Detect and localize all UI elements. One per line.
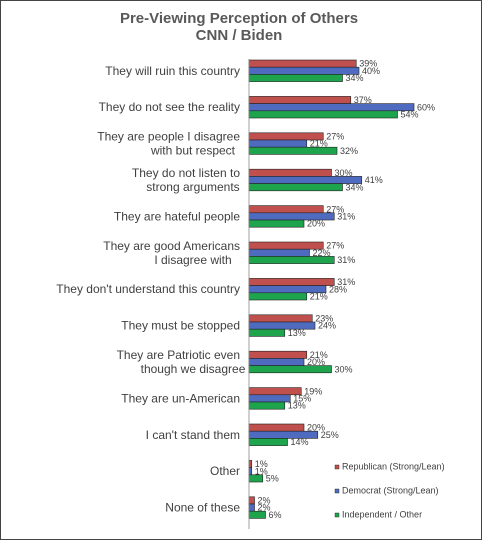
data-label: 13% (288, 328, 306, 338)
data-label: 27% (326, 241, 344, 251)
data-label: 30% (335, 168, 353, 178)
chart-subtitle: CNN / Biden (196, 27, 283, 44)
data-label: 32% (340, 146, 358, 156)
data-label: 31% (337, 255, 355, 265)
data-label: 39% (359, 59, 377, 69)
data-label: 6% (269, 510, 282, 520)
category-label: They do not listen to strong arguments (132, 166, 240, 194)
data-label: 27% (326, 132, 344, 142)
category-label: They are hateful people (114, 209, 240, 223)
data-label: 15% (293, 394, 311, 404)
data-label: 20% (307, 219, 325, 229)
bar (248, 205, 324, 214)
data-label: 34% (346, 73, 364, 83)
category-label: They are good Americans I disagree with (103, 239, 240, 267)
category-label: They are people I disagree with but respe… (97, 130, 240, 158)
legend-swatch (334, 464, 340, 470)
legend-entry: Republican (Strong/Lean) (342, 462, 445, 472)
category-label: They don't understand this country (56, 282, 240, 296)
bar (248, 460, 253, 468)
data-label: 21% (310, 350, 328, 360)
category-label: They will ruin this country (105, 64, 240, 78)
bar (248, 103, 415, 112)
bar (248, 168, 332, 177)
bar (248, 278, 335, 286)
data-label: 27% (326, 204, 344, 214)
category-labels: They will ruin this country They do not s… (56, 64, 245, 515)
data-label: 31% (337, 212, 355, 222)
bar (248, 66, 360, 75)
category-label: They are un-American (121, 391, 240, 405)
data-label: 30% (335, 364, 353, 374)
chart-title: Pre-Viewing Perception of Others (120, 10, 358, 27)
bar (248, 59, 357, 68)
data-label: 20% (307, 423, 325, 433)
category-label: None of these (165, 501, 240, 515)
data-label: 25% (321, 430, 339, 440)
data-label: 14% (291, 437, 309, 447)
bar (248, 401, 286, 410)
data-label: 37% (354, 95, 372, 105)
data-label: 23% (315, 314, 333, 324)
bar (248, 467, 253, 476)
data-label: 54% (401, 110, 419, 120)
data-label: 20% (307, 357, 325, 367)
data-label: 24% (318, 321, 336, 331)
bar (248, 503, 255, 512)
bar (248, 394, 291, 403)
category-label: They are Patriotic even though we disagre… (117, 348, 246, 376)
legend-swatch (334, 488, 340, 494)
data-label: 31% (337, 277, 355, 287)
bar (248, 423, 305, 432)
data-label: 21% (310, 139, 328, 149)
data-label: 5% (266, 474, 279, 484)
data-label: 21% (310, 292, 328, 302)
bar (248, 350, 308, 359)
bar (248, 328, 286, 337)
legend: Republican (Strong/Lean) Democrat (Strong… (334, 462, 445, 520)
data-label: 2% (258, 503, 271, 513)
bar (248, 219, 305, 228)
data-label: 1% (255, 459, 268, 469)
data-label: 2% (258, 496, 271, 506)
data-label: 13% (288, 401, 306, 411)
legend-entry: Democrat (Strong/Lean) (342, 486, 439, 496)
data-label: 34% (346, 182, 364, 192)
category-label: I can't stand them (146, 428, 240, 442)
legend-entry: Independent / Other (342, 510, 422, 520)
bar (248, 96, 352, 104)
bar (248, 74, 343, 82)
data-label: 19% (304, 386, 322, 396)
bar (248, 183, 343, 192)
data-label: 40% (362, 66, 380, 76)
bar (248, 438, 288, 446)
category-label: They must be stopped (121, 319, 240, 333)
data-label: 41% (365, 175, 383, 185)
data-label: 1% (255, 466, 268, 476)
data-label: 60% (417, 102, 435, 112)
category-label: They do not see the reality (99, 100, 240, 114)
bar (248, 496, 255, 505)
bar (248, 110, 398, 119)
data-label: 28% (329, 284, 347, 294)
value-labels: 39%40%34%37%60%54%27%21%32%30%41%34%27%3… (255, 59, 435, 520)
bar (248, 292, 308, 301)
bar (248, 314, 313, 323)
bar (248, 139, 308, 148)
bar (248, 248, 310, 257)
category-label: Other (210, 464, 240, 478)
legend-swatch (334, 512, 340, 518)
data-label: 22% (313, 248, 331, 258)
bars (248, 59, 415, 519)
bar (248, 358, 305, 366)
